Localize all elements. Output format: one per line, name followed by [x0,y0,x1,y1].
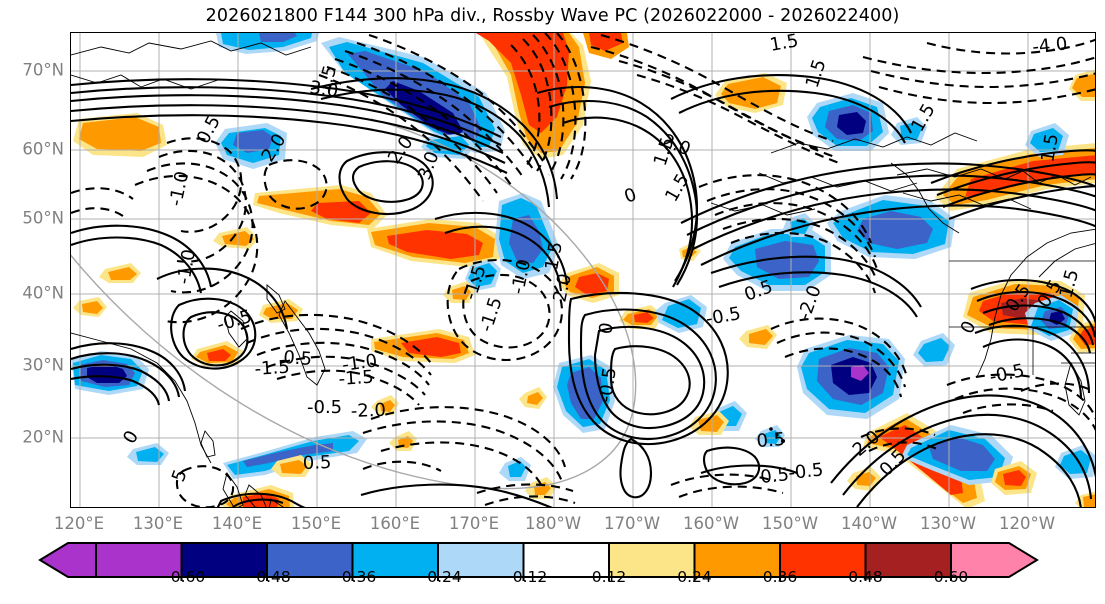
y-tick-60n: 60°N [22,139,64,159]
svg-text:-1.0: -1.0 [341,350,379,376]
svg-text:-1.5: -1.5 [338,367,375,390]
colorbar-tick-0: −0.60 [157,568,206,586]
colorbar-tick-7: 0.36 [762,568,798,586]
y-tick-50n: 50°N [22,208,64,228]
colorbar-tick-5: 0.12 [591,568,627,586]
svg-text:0.5: 0.5 [756,429,786,452]
svg-text:-0.5: -0.5 [650,507,687,508]
svg-text:1.5: 1.5 [541,240,567,272]
svg-text:0.5: 0.5 [759,464,790,488]
x-tick-170w: 170°W [603,514,661,533]
colorbar-tick-8: 0.48 [848,568,883,586]
shaded-field [71,33,1095,507]
x-tick-150e: 150°E [290,514,342,533]
svg-text:-0.5: -0.5 [307,397,342,418]
y-tick-20n: 20°N [22,427,64,447]
svg-text:1.5: 1.5 [1037,132,1063,164]
colorbar-tick-4: −0.12 [499,568,548,586]
x-tick-150w: 150°W [761,514,819,533]
svg-text:3.0: 3.0 [308,77,339,102]
x-tick-140w: 140°W [840,514,898,533]
x-tick-130w: 130°W [919,514,977,533]
x-tick-120w: 120°W [998,514,1056,533]
y-tick-40n: 40°N [22,283,64,303]
colorbar-seg-4 [437,542,525,578]
colorbar-extend-low [38,542,97,578]
x-tick-140e: 140°E [211,514,263,533]
svg-text:-0.5: -0.5 [787,459,824,484]
map-canvas: 3.0 3.0 2.0 2.0 2.0 0.5 1.5 1.5 1.5 1.5 … [71,33,1095,508]
svg-text:1.5: 1.5 [768,33,800,56]
x-tick-170e: 170°E [448,514,500,533]
colorbar-tick-1: −0.48 [243,568,291,586]
colorbar-seg-1 [180,542,268,578]
svg-text:-0.5: -0.5 [490,505,527,508]
colorbar-tick-9: 0.60 [933,568,969,586]
colorbar-tick-2: −0.36 [328,568,377,586]
svg-text:0.5: 0.5 [283,347,313,370]
map-gridlines [71,33,1095,507]
colorbar-tick-3: −0.24 [414,568,462,586]
svg-text:-1.5: -1.5 [254,357,291,380]
svg-text:-0.5: -0.5 [595,366,621,404]
colorbar-swatches [38,542,1039,581]
y-tick-70n: 70°N [22,60,64,80]
svg-text:0.5: 0.5 [302,452,331,474]
colorbar-seg-9 [864,542,952,578]
colorbar[interactable]: −0.60 −0.48 −0.36 −0.24 −0.12 0.12 0.24 … [0,541,1105,604]
colorbar-seg-2 [266,542,354,578]
svg-text:-2.0: -2.0 [350,400,386,422]
colorbar-seg-3 [351,542,439,578]
x-tick-160w: 160°W [682,514,740,533]
svg-text:-4.0: -4.0 [1031,33,1068,58]
colorbar-extend-high [950,542,1039,578]
colorbar-tick-6: 0.24 [677,568,712,586]
x-tick-160e: 160°E [369,514,421,533]
x-tick-120e: 120°E [53,514,105,533]
great-circle-arc [71,118,637,490]
x-tick-180w: 180°W [524,514,582,533]
contours-positive [71,74,1095,507]
contours-negative [71,33,1095,507]
x-tick-130e: 130°E [132,514,184,533]
y-tick-30n: 30°N [22,355,64,375]
svg-text:0: 0 [595,321,618,336]
chart-title: 2026021800 F144 300 hPa div., Rossby Wav… [205,6,900,26]
map-axes[interactable]: 3.0 3.0 2.0 2.0 2.0 0.5 1.5 1.5 1.5 1.5 … [70,32,1096,508]
colorbar-ticks [180,577,952,581]
